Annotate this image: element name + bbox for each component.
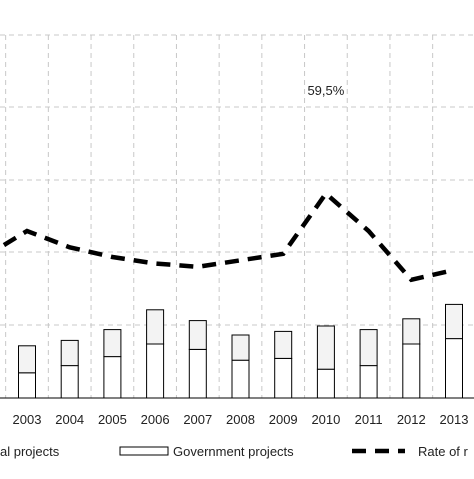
legend-label-top-series: Government projects xyxy=(173,444,294,459)
x-tick-2006: 2006 xyxy=(141,412,170,427)
bar-top-2011 xyxy=(359,329,378,367)
rate-line xyxy=(0,190,455,283)
x-tick-2007: 2007 xyxy=(183,412,212,427)
bar-bottom-2009 xyxy=(274,357,293,399)
x-tick-2009: 2009 xyxy=(269,412,298,427)
bar-bottom-2013 xyxy=(445,338,463,399)
bar-bottom-2012 xyxy=(402,343,421,399)
bar-bottom-2003 xyxy=(18,372,36,399)
x-tick-2010: 2010 xyxy=(311,412,340,427)
bar-bottom-2007 xyxy=(188,348,207,399)
x-tick-2003: 2003 xyxy=(13,412,42,427)
bar-top-2006 xyxy=(146,309,165,345)
x-tick-2013: 2013 xyxy=(440,412,469,427)
x-tick-2008: 2008 xyxy=(226,412,255,427)
legend-label-bottom-series: al projects xyxy=(0,444,60,459)
annotation-0: 59,5% xyxy=(307,83,344,98)
bar-top-2007 xyxy=(188,320,207,350)
bar-top-2009 xyxy=(274,330,293,359)
legend-label-line-series: Rate of r xyxy=(418,444,469,459)
bar-top-2008 xyxy=(231,334,250,361)
bar-bottom-2005 xyxy=(103,356,122,399)
bar-bottom-2008 xyxy=(231,359,250,399)
bar-bottom-2004 xyxy=(60,365,79,399)
bar-top-2013 xyxy=(445,303,463,340)
bar-bottom-2010 xyxy=(316,368,335,399)
bar-bottom-2006 xyxy=(146,343,165,399)
bar-top-2012 xyxy=(402,318,421,345)
x-tick-2012: 2012 xyxy=(397,412,426,427)
x-tick-2011: 2011 xyxy=(355,412,383,427)
bar-top-2004 xyxy=(60,339,79,367)
bar-top-2005 xyxy=(103,329,122,358)
x-tick-2004: 2004 xyxy=(55,412,84,427)
bar-bottom-2011 xyxy=(359,365,378,399)
legend-swatch-top-series xyxy=(119,446,169,456)
x-tick-2005: 2005 xyxy=(98,412,127,427)
bar-top-2010 xyxy=(316,325,335,370)
bar-top-2003 xyxy=(18,345,36,374)
